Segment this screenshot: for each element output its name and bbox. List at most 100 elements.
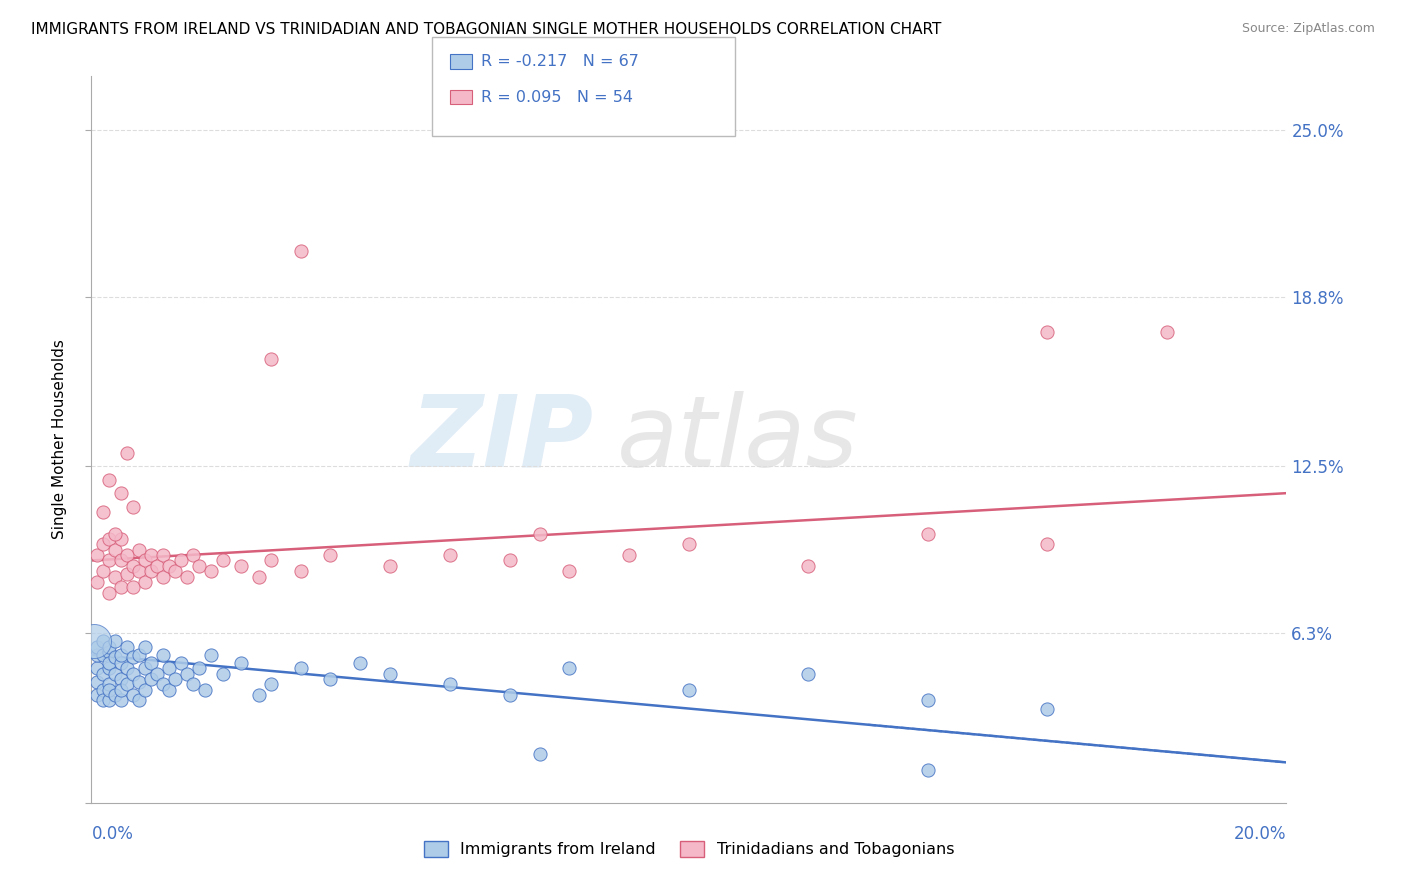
Point (529, 747, 551, 762)
Point (110, 532, 132, 546)
Point (110, 693, 132, 707)
Point (134, 640, 156, 654)
Point (98, 661, 121, 675)
Point (122, 650, 145, 665)
Point (86, 548, 108, 562)
Text: IMMIGRANTS FROM IRELAND VS TRINIDADIAN AND TOBAGONIAN SINGLE MOTHER HOUSEHOLDS C: IMMIGRANTS FROM IRELAND VS TRINIDADIAN A… (31, 22, 941, 37)
Point (98, 532, 121, 546)
Point (247, 688, 270, 702)
Point (146, 558, 169, 573)
Point (115, 446, 138, 460)
Point (170, 656, 193, 670)
Point (797, 558, 820, 573)
Point (93, 682, 115, 697)
Point (146, 666, 169, 681)
Point (194, 682, 217, 697)
Point (93, 537, 115, 551)
Point (104, 650, 127, 665)
Point (104, 688, 127, 702)
Point (141, 548, 163, 562)
Point (122, 500, 145, 514)
Point (499, 553, 522, 567)
Point (558, 661, 581, 675)
Point (93, 648, 115, 662)
Point (259, 351, 281, 366)
Point (157, 682, 180, 697)
Point (93, 666, 115, 681)
Point (1156, 325, 1178, 339)
Point (141, 672, 163, 686)
Point (290, 564, 312, 578)
Point (290, 661, 312, 675)
Text: R = 0.095   N = 54: R = 0.095 N = 54 (481, 90, 633, 104)
Point (110, 486, 132, 500)
Point (678, 537, 700, 551)
Point (188, 661, 211, 675)
Point (499, 688, 522, 702)
Point (128, 674, 150, 689)
Point (115, 566, 138, 581)
Point (115, 677, 138, 691)
Point (86, 661, 108, 675)
Point (319, 672, 342, 686)
Point (1036, 701, 1059, 715)
Point (134, 574, 156, 589)
Point (104, 634, 127, 648)
Text: atlas: atlas (617, 391, 859, 488)
Point (110, 672, 132, 686)
Point (86, 688, 108, 702)
Point (93, 505, 115, 519)
Point (380, 666, 402, 681)
Point (104, 666, 127, 681)
Point (211, 553, 233, 567)
Point (200, 648, 222, 662)
Point (128, 542, 150, 557)
Point (110, 553, 132, 567)
Point (797, 666, 820, 681)
Point (211, 666, 233, 681)
Point (98, 645, 121, 659)
Point (98, 640, 121, 654)
Point (349, 656, 371, 670)
Point (98, 656, 121, 670)
Point (558, 564, 581, 578)
Point (110, 682, 132, 697)
Point (188, 558, 211, 573)
Point (110, 648, 132, 662)
Point (98, 586, 121, 600)
Point (380, 558, 402, 573)
Point (1036, 537, 1059, 551)
Point (181, 677, 204, 691)
Point (247, 569, 270, 583)
Point (98, 677, 121, 691)
Point (259, 677, 281, 691)
Point (98, 553, 121, 567)
Point (917, 693, 939, 707)
Point (110, 581, 132, 595)
Point (141, 656, 163, 670)
Point (157, 661, 180, 675)
Point (152, 548, 174, 562)
Point (86, 640, 108, 654)
Point (917, 526, 939, 541)
Point (134, 553, 156, 567)
Point (86, 574, 108, 589)
Point (259, 553, 281, 567)
Point (678, 682, 700, 697)
Point (229, 558, 252, 573)
Legend: Immigrants from Ireland, Trinidadians and Tobagonians: Immigrants from Ireland, Trinidadians an… (418, 835, 960, 863)
Point (93, 564, 115, 578)
Point (152, 569, 174, 583)
Point (98, 682, 121, 697)
Text: R = -0.217   N = 67: R = -0.217 N = 67 (481, 54, 638, 69)
Point (86, 674, 108, 689)
Point (134, 661, 156, 675)
Point (200, 564, 222, 578)
Point (152, 677, 174, 691)
Point (290, 244, 312, 258)
Point (93, 693, 115, 707)
Point (163, 672, 186, 686)
Point (229, 656, 252, 670)
Point (128, 648, 150, 662)
Point (176, 569, 198, 583)
